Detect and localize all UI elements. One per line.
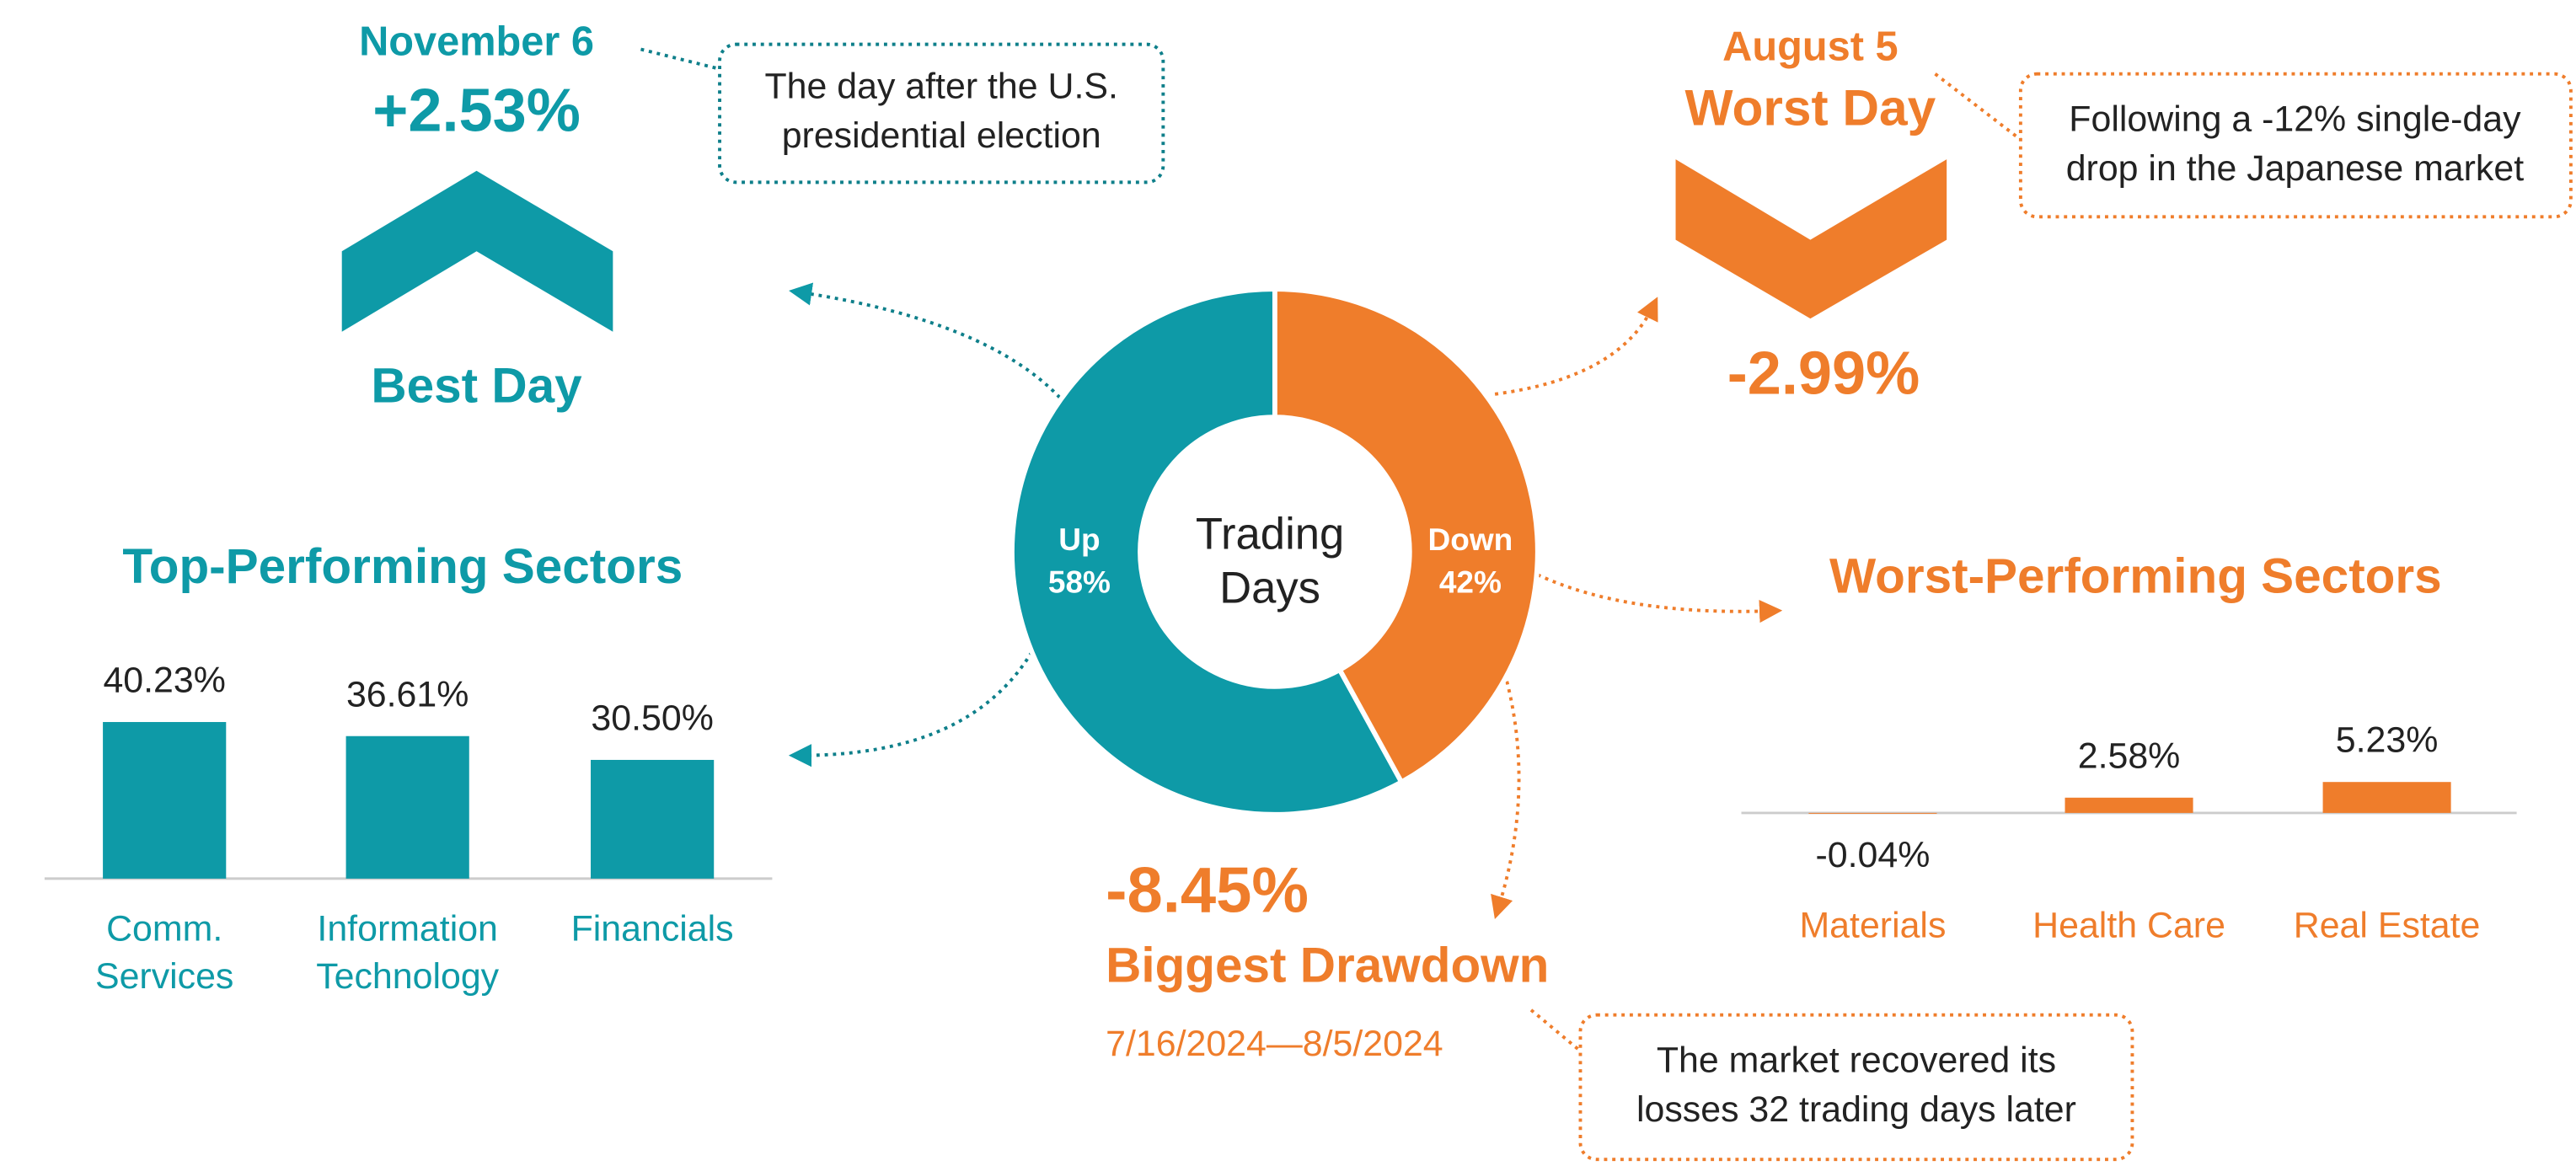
category-label: Financials <box>571 909 734 949</box>
worst-date: August 5 <box>1722 24 1898 69</box>
bar <box>103 722 227 879</box>
slice-label: Down <box>1427 521 1513 557</box>
best-label: Best Day <box>371 358 582 413</box>
callout-box <box>2018 72 2573 219</box>
value-label: 40.23% <box>103 661 225 701</box>
center-label: Trading <box>1196 509 1344 559</box>
arrow <box>1491 672 1521 919</box>
value-label: -0.04% <box>1816 835 1931 875</box>
value-label: 5.23% <box>2336 720 2439 761</box>
arrow <box>789 282 1061 399</box>
bar <box>2065 797 2193 813</box>
category-label: Information <box>317 909 497 949</box>
callout-pointer <box>1529 1008 1582 1053</box>
value-label: 36.61% <box>346 674 469 714</box>
drawdown-label: Biggest Drawdown <box>1106 939 1549 993</box>
best-date: November 6 <box>359 19 594 65</box>
arrow <box>1536 573 1783 623</box>
category-label: Materials <box>1799 906 1946 946</box>
worst-label: Worst Day <box>1685 79 1936 136</box>
donut-slice <box>1272 286 1540 786</box>
slice-value: 42% <box>1439 564 1502 600</box>
category-label: Health Care <box>2032 906 2225 946</box>
value-label: 2.58% <box>2078 735 2181 776</box>
callout-box <box>718 42 1165 185</box>
value-label: 30.50% <box>591 698 713 739</box>
chart-title: Worst-Performing Sectors <box>1829 549 2442 604</box>
category-label: Real Estate <box>2294 906 2481 946</box>
bar <box>1808 812 1937 814</box>
note-line: Following a -12% single-day <box>2069 99 2521 140</box>
note-line: presidential election <box>782 115 1101 156</box>
bar <box>345 735 469 879</box>
drawdown-dates: 7/16/2024—8/5/2024 <box>1106 1024 1443 1064</box>
callout-pointer <box>640 47 720 71</box>
best-value: +2.53% <box>372 77 581 144</box>
arrow <box>1494 297 1658 396</box>
up-chevron <box>341 170 613 332</box>
drawdown-value: -8.45% <box>1106 854 1309 926</box>
chart-title: Top-Performing Sectors <box>122 539 683 594</box>
note-line: losses 32 trading days later <box>1636 1089 2076 1130</box>
slice-label: Up <box>1058 521 1100 557</box>
category-label: Comm. <box>106 909 222 949</box>
note-line: drop in the Japanese market <box>2066 148 2524 189</box>
slice-value: 58% <box>1048 564 1111 600</box>
donut-slice <box>1010 286 1406 817</box>
bar <box>2322 782 2451 813</box>
worst-value: -2.99% <box>1727 340 1920 407</box>
callout-box <box>1578 1013 2134 1162</box>
center-label: Days <box>1219 564 1320 613</box>
note-line: The day after the U.S. <box>764 67 1117 107</box>
category-label: Services <box>95 956 233 997</box>
callout-pointer <box>1934 72 2022 142</box>
bar <box>591 759 715 879</box>
note-line: The market recovered its <box>1657 1040 2056 1081</box>
category-label: Technology <box>316 956 499 997</box>
down-chevron <box>1675 159 1947 319</box>
arrow <box>788 650 1034 768</box>
